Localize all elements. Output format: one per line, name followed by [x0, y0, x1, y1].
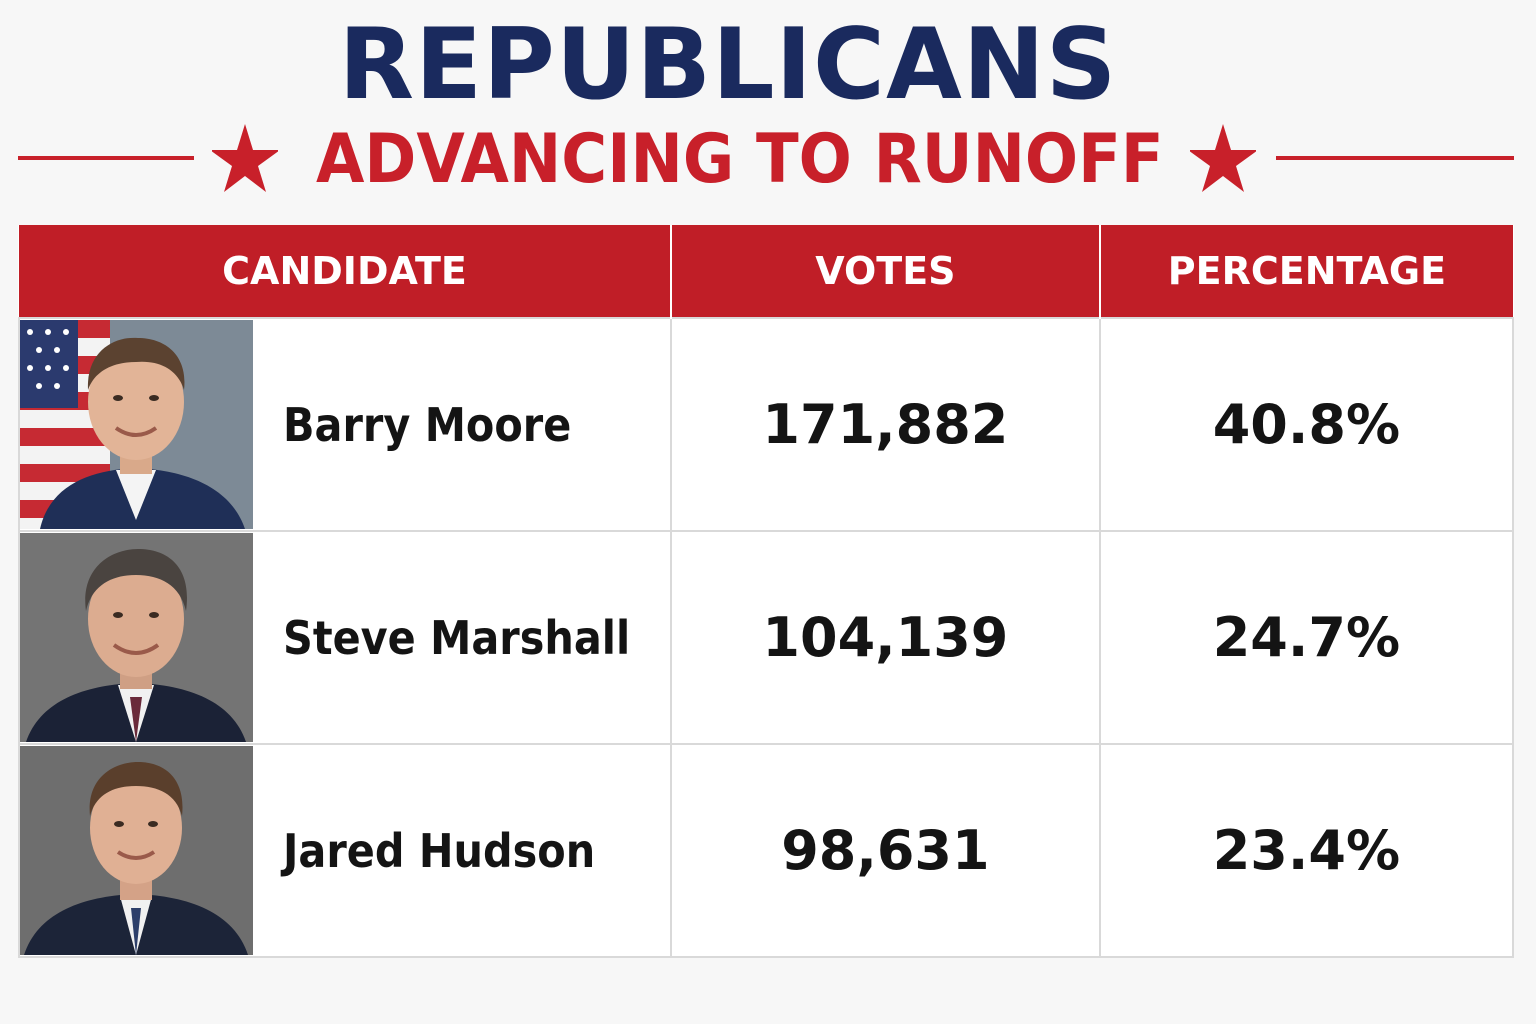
subtitle-row: ADVANCING TO RUNOFF	[0, 118, 1536, 202]
results-table: CANDIDATE VOTES PERCENTAGE	[18, 225, 1515, 958]
page-title: REPUBLICANS	[338, 8, 1118, 122]
votes-cell: 171,882	[669, 317, 1101, 532]
vote-count: 98,631	[781, 819, 990, 882]
candidate-cell: Barry Moore	[18, 317, 672, 532]
page-subtitle: ADVANCING TO RUNOFF	[316, 120, 1164, 199]
candidate-photo	[20, 533, 253, 742]
table-header-row: CANDIDATE VOTES PERCENTAGE	[19, 225, 1513, 318]
candidate-name: Steve Marshall	[283, 610, 631, 665]
candidate-photo	[20, 746, 253, 955]
left-divider	[18, 156, 194, 160]
table-row: Jared Hudson 98,631 23.4%	[18, 743, 1515, 958]
percentage-cell: 24.7%	[1098, 530, 1515, 745]
table-row: Steve Marshall 104,139 24.7%	[18, 530, 1515, 745]
right-divider	[1276, 156, 1514, 160]
percentage-cell: 23.4%	[1098, 743, 1515, 958]
candidate-cell: Jared Hudson	[18, 743, 672, 958]
votes-cell: 104,139	[669, 530, 1101, 745]
column-header-votes: VOTES	[670, 225, 1101, 318]
votes-cell: 98,631	[669, 743, 1101, 958]
candidate-name: Barry Moore	[283, 397, 572, 452]
column-header-candidate: CANDIDATE	[19, 225, 672, 318]
candidate-cell: Steve Marshall	[18, 530, 672, 745]
vote-percentage: 40.8%	[1212, 393, 1401, 456]
vote-count: 104,139	[762, 606, 1009, 669]
candidate-name: Jared Hudson	[283, 823, 596, 878]
star-icon	[1190, 124, 1256, 192]
table-row: Barry Moore 171,882 40.8%	[18, 317, 1515, 532]
candidate-photo	[20, 320, 253, 529]
column-header-percentage: PERCENTAGE	[1099, 225, 1513, 318]
vote-count: 171,882	[762, 393, 1009, 456]
vote-percentage: 23.4%	[1212, 819, 1401, 882]
vote-percentage: 24.7%	[1212, 606, 1401, 669]
star-icon	[212, 124, 278, 192]
percentage-cell: 40.8%	[1098, 317, 1515, 532]
